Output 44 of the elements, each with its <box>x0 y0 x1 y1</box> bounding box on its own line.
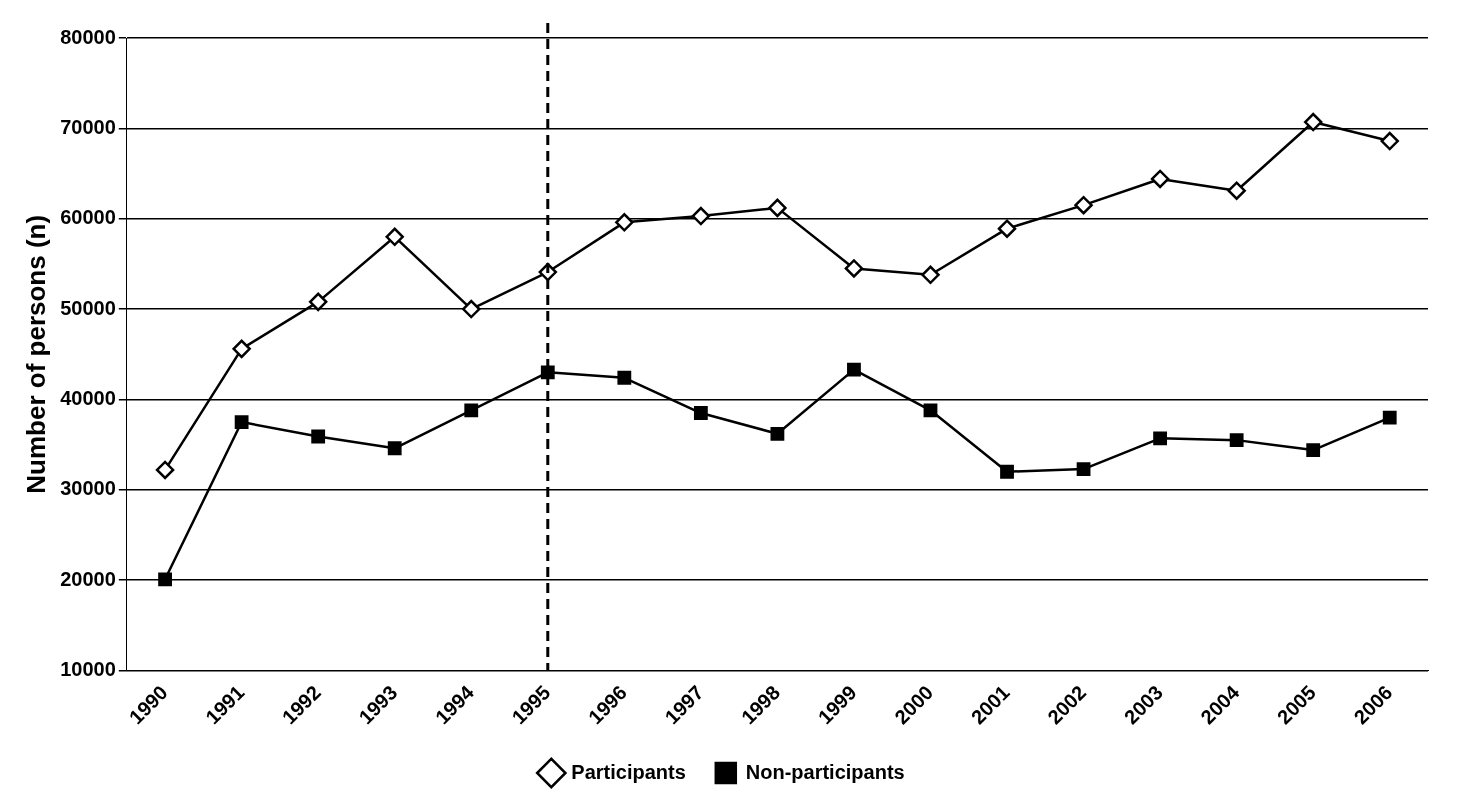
y-tick-label: 20000 <box>60 567 116 590</box>
point <box>768 198 787 218</box>
point <box>1150 169 1170 189</box>
point <box>234 415 249 429</box>
point <box>462 299 481 319</box>
y-tick-label: 10000 <box>60 658 116 681</box>
point <box>691 206 711 226</box>
point <box>158 572 172 587</box>
point <box>844 259 864 278</box>
point <box>1153 431 1168 446</box>
point <box>1382 410 1397 425</box>
point <box>1229 433 1244 448</box>
legend-label: Non-participants <box>745 760 905 783</box>
point <box>464 403 479 418</box>
point <box>615 213 634 232</box>
point <box>1306 443 1321 457</box>
point <box>770 426 785 441</box>
y-tick-label: 60000 <box>60 206 116 229</box>
point <box>847 362 861 377</box>
point <box>155 460 175 480</box>
point <box>540 365 555 380</box>
y-tick-label: 80000 <box>60 25 116 48</box>
point <box>921 265 940 285</box>
point <box>1074 195 1093 215</box>
y-axis-title: Number of persons (n) <box>20 214 51 494</box>
point <box>308 292 328 312</box>
y-tick-label: 30000 <box>60 477 116 500</box>
point <box>997 219 1017 238</box>
point <box>617 370 632 385</box>
legend-label: Participants <box>571 760 686 783</box>
point <box>693 406 708 420</box>
point <box>1303 112 1323 132</box>
point <box>232 339 251 359</box>
point <box>311 429 326 444</box>
point <box>923 403 938 418</box>
point <box>1227 181 1246 200</box>
point <box>385 227 404 247</box>
y-tick-label: 50000 <box>60 296 116 319</box>
y-tick-label: 40000 <box>60 386 116 409</box>
point <box>1000 464 1014 479</box>
point <box>1076 462 1091 476</box>
point <box>1380 131 1399 151</box>
y-tick-label: 70000 <box>60 115 116 138</box>
point <box>387 441 402 456</box>
